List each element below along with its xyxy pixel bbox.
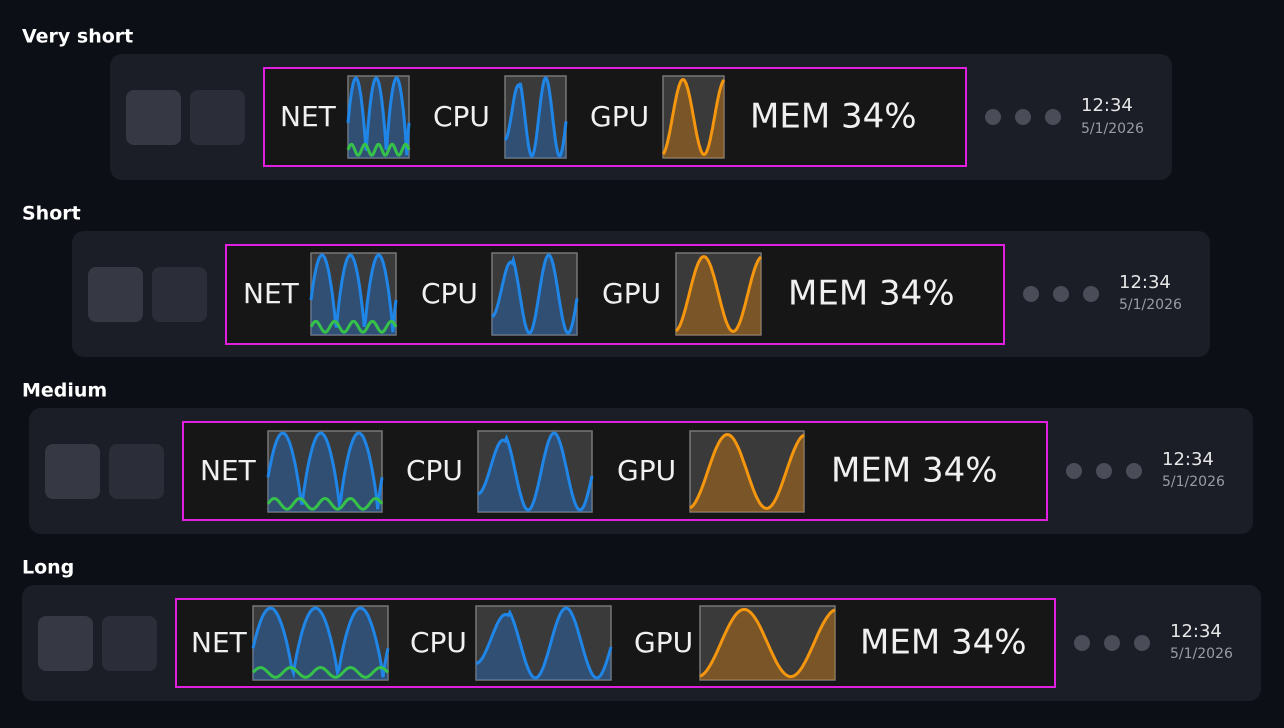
tray-dot[interactable]	[1045, 109, 1061, 125]
tray-dot[interactable]	[1134, 635, 1150, 651]
gpu-label: GPU	[602, 277, 661, 310]
net-label: NET	[191, 626, 248, 659]
sparkline-fill	[492, 255, 577, 335]
clock-date: 5/1/2026	[1081, 121, 1144, 137]
sparkline-fill	[476, 608, 611, 680]
tray-dot[interactable]	[1066, 463, 1082, 479]
tray-dot[interactable]	[1126, 463, 1142, 479]
clock-date: 5/1/2026	[1162, 474, 1225, 490]
sparkline	[251, 606, 390, 680]
tray-dot[interactable]	[1083, 286, 1099, 302]
sparkline-fill	[268, 433, 382, 512]
sparkline-fill	[253, 608, 388, 680]
sparkline	[309, 253, 398, 333]
taskbar-row: Short NET CPU GPU MEM 34% 12:34 5/1/2026	[22, 203, 1210, 357]
row-title: Very short	[22, 26, 133, 48]
sparkline-fill	[311, 255, 396, 335]
row-title: Medium	[22, 380, 107, 402]
tray-dot[interactable]	[1023, 286, 1039, 302]
sparkline	[699, 607, 836, 679]
app-icon[interactable]	[126, 90, 181, 145]
sparkline-secondary	[309, 319, 398, 334]
sparkline	[689, 432, 805, 510]
sparkline	[661, 78, 726, 156]
sparkline	[675, 255, 762, 333]
sparkline-secondary	[251, 665, 390, 679]
sparkline	[504, 76, 568, 158]
app-icon[interactable]	[45, 444, 100, 499]
sparkline-secondary	[346, 142, 411, 157]
sparkline-fill	[505, 78, 566, 158]
cpu-label: CPU	[421, 277, 478, 310]
tray-dot[interactable]	[1053, 286, 1069, 302]
row-title: Short	[22, 203, 81, 225]
sparkline-frame	[347, 75, 410, 159]
sparkline	[477, 431, 594, 512]
gpu-label: GPU	[617, 454, 676, 487]
tray-dot[interactable]	[1015, 109, 1031, 125]
mem-label: MEM 34%	[860, 623, 1027, 663]
gpu-label: GPU	[634, 626, 693, 659]
app-icon[interactable]	[102, 616, 157, 671]
app-icon[interactable]	[38, 616, 93, 671]
cpu-label: CPU	[406, 454, 463, 487]
clock-time: 12:34	[1119, 272, 1171, 293]
clock-time: 12:34	[1162, 449, 1214, 470]
tray-dot[interactable]	[1104, 635, 1120, 651]
sparkline	[475, 606, 613, 680]
clock-time: 12:34	[1170, 621, 1222, 642]
gpu-label: GPU	[590, 100, 649, 133]
cpu-label: CPU	[410, 626, 467, 659]
row-title: Long	[22, 557, 74, 579]
sparkline-fill	[478, 433, 592, 512]
mem-label: MEM 34%	[788, 274, 955, 314]
cpu-label: CPU	[433, 100, 490, 133]
net-label: NET	[200, 454, 257, 487]
tray-dot[interactable]	[985, 109, 1001, 125]
app-icon[interactable]	[88, 267, 143, 322]
mem-label: MEM 34%	[750, 97, 917, 137]
clock-date: 5/1/2026	[1119, 297, 1182, 313]
sparkline	[491, 253, 579, 335]
tray-dot[interactable]	[1096, 463, 1112, 479]
app-icon[interactable]	[109, 444, 164, 499]
clock-time: 12:34	[1081, 95, 1133, 116]
taskbar-row: Very short NET CPU GPU MEM 34% 12:34 5/1/2026	[22, 26, 1172, 180]
net-label: NET	[280, 100, 337, 133]
sparkline	[346, 76, 411, 156]
mem-label: MEM 34%	[831, 451, 998, 491]
sparkline	[266, 431, 384, 510]
sparkline-secondary	[266, 496, 384, 511]
app-icon[interactable]	[152, 267, 207, 322]
taskbar-row: Medium NET CPU GPU MEM 34% 12:34 5/1/2026	[22, 380, 1253, 534]
clock-date: 5/1/2026	[1170, 646, 1233, 662]
tray-dot[interactable]	[1074, 635, 1090, 651]
taskbar-row: Long NET CPU GPU MEM 34% 12:34 5/1/2026	[22, 557, 1261, 701]
net-label: NET	[243, 277, 300, 310]
app-icon[interactable]	[190, 90, 245, 145]
sparkline-fill	[348, 78, 409, 158]
